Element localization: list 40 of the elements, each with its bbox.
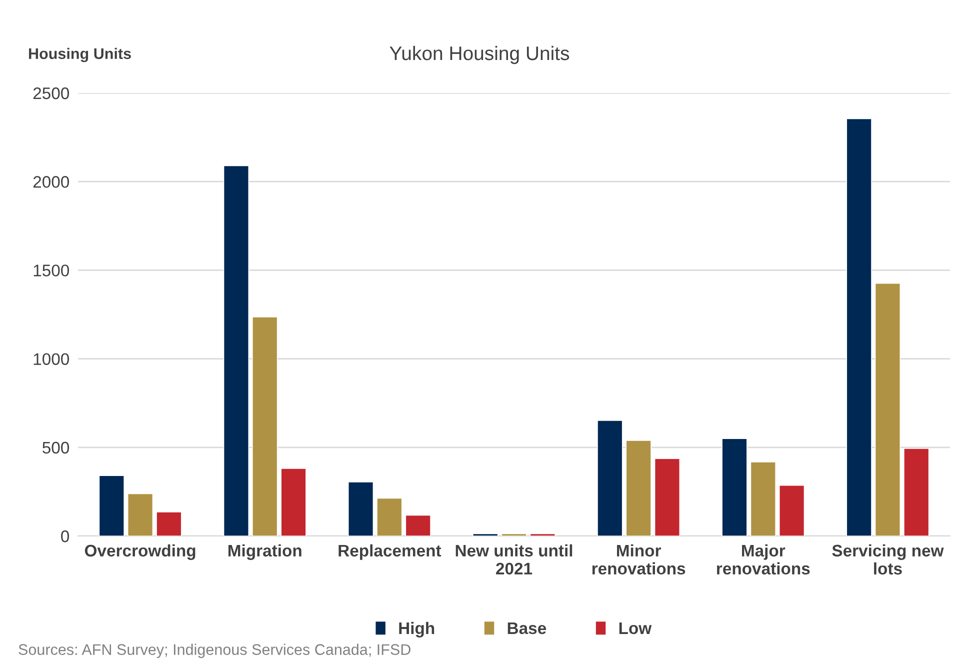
bar (846, 118, 872, 536)
bar (280, 468, 306, 536)
x-tick-label: Major renovations (717, 544, 810, 575)
y-tick-label: 1500 (34, 264, 70, 276)
bar (654, 458, 680, 536)
y-tick-label: 2000 (33, 176, 70, 188)
bar (223, 165, 250, 536)
bar (874, 282, 901, 536)
chart-title: Yukon Housing Units (390, 46, 570, 64)
y-tick-label: 500 (42, 442, 70, 454)
legend-label: Low (619, 622, 652, 634)
y-tick-label: 2500 (33, 87, 70, 100)
bar (376, 498, 402, 536)
bar (750, 462, 776, 536)
bar (348, 482, 374, 536)
source-note: Sources: AFN Survey; Indigenous Services Canada; IFSD (18, 644, 410, 658)
x-tick-label: Servicing new lots (832, 544, 944, 575)
bar (778, 484, 805, 536)
x-tick-label: Overcrowding (84, 544, 196, 560)
x-tick-label: Minor renovations (592, 544, 686, 575)
bar (252, 316, 278, 536)
bar (626, 440, 652, 536)
y-tick-label: 0 (61, 530, 70, 542)
x-tick-label: Replacement (338, 544, 442, 560)
bar (127, 493, 154, 536)
y-tick-label: 1000 (34, 353, 70, 366)
legend-label: Base (508, 622, 546, 634)
bar (530, 533, 556, 536)
bar (472, 533, 498, 536)
legend-label: High (399, 622, 434, 638)
y-axis-title: Housing Units (29, 48, 131, 62)
bar (156, 511, 182, 536)
bar (597, 420, 623, 536)
bar (501, 533, 527, 536)
bar (98, 475, 125, 536)
bar (903, 448, 930, 536)
bar (405, 514, 431, 536)
x-tick-label: Migration (228, 544, 302, 560)
x-tick-label: New units until 2021 (456, 544, 572, 575)
bar (722, 438, 748, 536)
